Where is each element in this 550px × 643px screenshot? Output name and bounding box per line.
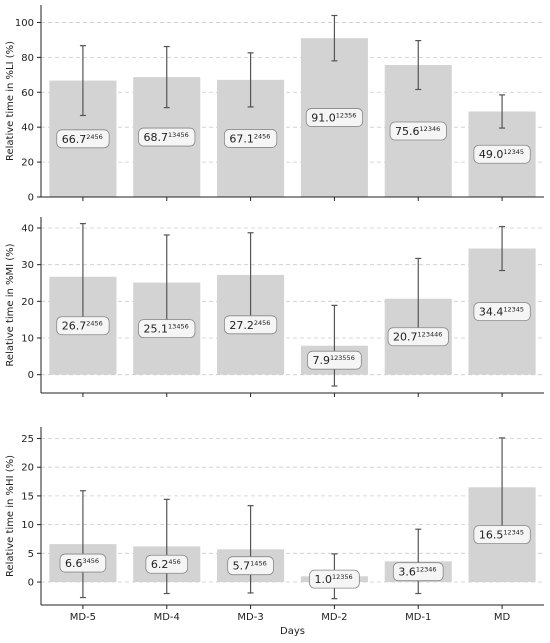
value-label-box <box>56 316 110 336</box>
x-tick-label: MD-3 <box>237 612 263 623</box>
data-label: 66.72456 <box>62 133 103 146</box>
data-label: 91.012356 <box>311 112 356 125</box>
value-label-box <box>392 562 444 582</box>
data-label: 25.113456 <box>144 323 189 336</box>
value-label-box <box>305 108 364 127</box>
data-label: 7.9123556 <box>313 354 355 367</box>
data-label: 26.72456 <box>62 320 103 333</box>
y-tick-label: 20 <box>21 463 34 474</box>
x-tick-label: MD-1 <box>405 612 431 623</box>
x-tick-label: MD-4 <box>154 612 180 623</box>
data-label: 16.512345 <box>479 529 524 542</box>
y-tick-label: 100 <box>15 18 34 29</box>
value-label-box <box>387 327 449 347</box>
y-axis-label: Relative time in %LI (%) <box>5 41 16 161</box>
y-axis-label: Relative time in %MI (%) <box>5 243 16 366</box>
y-tick-label: 15 <box>21 491 34 502</box>
value-label-box <box>473 144 531 164</box>
y-tick-label: 40 <box>21 123 34 134</box>
y-tick-label: 0 <box>28 193 34 204</box>
y-tick-label: 0 <box>28 370 34 381</box>
x-tick-label: MD-2 <box>321 612 347 623</box>
y-tick-label: 5 <box>28 549 34 560</box>
value-label-box <box>223 315 278 335</box>
data-label: 6.2456 <box>151 558 181 571</box>
value-label-box <box>138 319 196 339</box>
x-tick-label: MD <box>494 612 511 623</box>
value-label-box <box>227 556 274 576</box>
data-label: 49.012345 <box>479 148 524 161</box>
data-label: 27.22456 <box>229 319 270 332</box>
chart-panel-2: 0 10 20 30 40 26.72456 25.113456 27.22456 7.9123… <box>5 217 544 397</box>
y-tick-label: 60 <box>21 88 34 99</box>
y-tick-label: 20 <box>21 297 34 308</box>
y-tick-label: 10 <box>21 334 34 345</box>
y-tick-label: 80 <box>21 53 34 64</box>
data-label: 1.012356 <box>315 573 353 586</box>
data-label: 6.63456 <box>65 557 99 570</box>
value-label-box <box>138 127 196 147</box>
value-label-box <box>307 350 362 370</box>
y-tick-label: 0 <box>28 578 34 589</box>
y-tick-label: 40 <box>21 224 34 235</box>
data-label: 75.612346 <box>395 125 440 138</box>
value-label-box <box>473 525 531 545</box>
data-label: 20.7123446 <box>393 331 442 344</box>
value-label-box <box>309 569 360 589</box>
x-axis-label: Days <box>280 626 305 637</box>
data-label: 68.713456 <box>144 131 189 144</box>
chart-panel-3: 0 5 10 15 20 25 6.63456 6.2456 5.71456 1.012356 3.… <box>5 427 544 637</box>
y-tick-label: 25 <box>21 434 34 445</box>
data-label: 5.71456 <box>233 560 267 573</box>
value-label-box <box>473 302 531 322</box>
chart-panel-1: 0 20 40 60 80 100 66.72456 68.713456 67.12456 91.… <box>5 5 544 204</box>
value-label-box <box>56 129 110 149</box>
value-label-box <box>145 554 189 574</box>
y-tick-label: 20 <box>21 158 34 169</box>
y-tick-label: 10 <box>21 520 34 531</box>
x-tick-label: MD-5 <box>70 612 96 623</box>
data-label: 34.412345 <box>479 306 524 319</box>
data-label: 3.612346 <box>398 566 436 579</box>
y-tick-label: 30 <box>21 260 34 271</box>
y-axis-label: Relative time in %HI (%) <box>5 455 16 577</box>
value-label-box <box>59 553 107 573</box>
value-label-box <box>389 121 447 141</box>
data-label: 67.12456 <box>229 132 270 145</box>
value-label-box <box>223 129 278 148</box>
